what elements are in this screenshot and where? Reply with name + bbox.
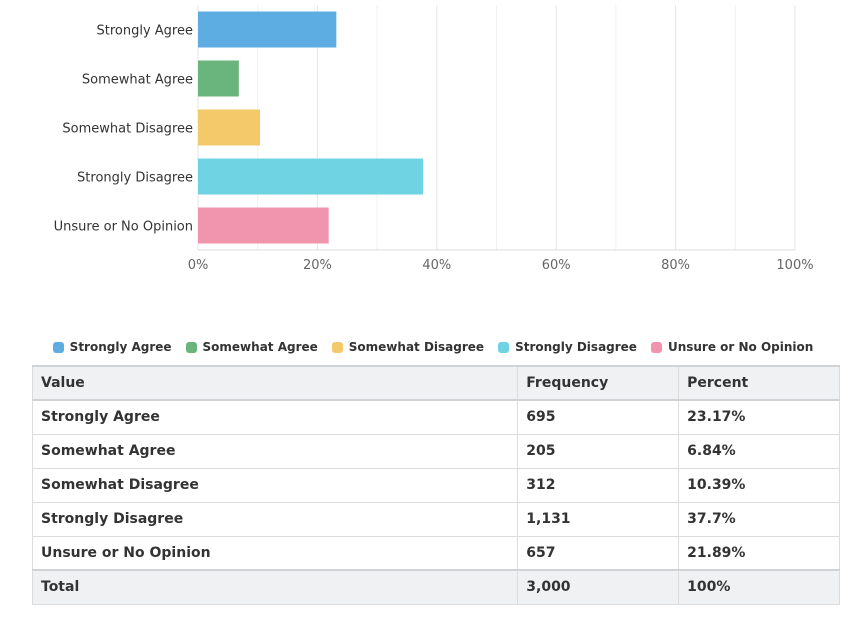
legend-label: Somewhat Agree [202,340,318,354]
cell-percent: 21.89% [678,535,840,571]
table-row: Somewhat Agree 205 6.84% [31,433,840,469]
category-label: Somewhat Disagree [62,122,193,137]
legend-item-strongly-disagree[interactable]: Strongly Disagree [498,340,637,354]
cell-percent: 6.84% [678,433,840,469]
bar[interactable] [198,60,239,97]
header-value: Value [31,365,519,401]
legend-swatch [331,341,343,353]
table-row: Strongly Agree 695 23.17% [31,399,840,435]
cell-value: Strongly Disagree [31,501,519,537]
total-label: Total [31,569,519,605]
legend-swatch [650,341,662,353]
cell-frequency: 1,131 [517,501,680,537]
header-frequency: Frequency [517,365,680,401]
cell-frequency: 695 [517,399,680,435]
legend-item-somewhat-disagree[interactable]: Somewhat Disagree [331,340,485,354]
x-tick-label: 80% [661,258,690,273]
cell-frequency: 205 [517,433,680,469]
total-frequency: 3,000 [517,569,680,605]
table-row: Unsure or No Opinion 657 21.89% [31,535,840,571]
cell-percent: 10.39% [678,467,840,503]
bar-chart: Strongly Agree Somewhat Agree Somewhat Dis… [54,5,814,273]
cell-value: Strongly Agree [31,399,519,435]
bar[interactable] [198,207,329,244]
table-total-row: Total 3,000 100% [31,569,840,605]
frequency-table: Value Frequency Percent Strongly Agree 6… [31,365,840,605]
legend-label: Strongly Disagree [515,340,637,354]
chart-legend: Strongly Agree Somewhat Agree Somewhat D… [0,337,866,357]
cell-value: Unsure or No Opinion [31,535,519,571]
bar[interactable] [198,109,261,146]
cell-percent: 37.7% [678,501,840,537]
legend-label: Unsure or No Opinion [667,340,814,354]
cell-frequency: 312 [517,467,680,503]
legend-label: Somewhat Disagree [348,340,485,354]
category-label: Strongly Disagree [77,171,193,186]
total-percent: 100% [678,569,840,605]
x-tick-label: 60% [542,258,571,273]
cell-percent: 23.17% [678,399,840,435]
table-row: Strongly Disagree 1,131 37.7% [31,501,840,537]
category-label: Somewhat Agree [82,73,193,88]
table-header-row: Value Frequency Percent [31,365,840,401]
legend-item-strongly-agree[interactable]: Strongly Agree [52,340,172,354]
legend-item-unsure[interactable]: Unsure or No Opinion [650,340,814,354]
legend-item-somewhat-agree[interactable]: Somewhat Agree [185,340,318,354]
header-percent: Percent [678,365,840,401]
cell-value: Somewhat Agree [31,433,519,469]
legend-swatch [185,341,197,353]
x-tick-label: 100% [776,258,813,273]
legend-label: Strongly Agree [69,340,172,354]
cell-value: Somewhat Disagree [31,467,519,503]
category-label: Unsure or No Opinion [54,220,193,235]
category-label: Strongly Agree [97,24,194,39]
x-tick-label: 40% [422,258,451,273]
legend-swatch [498,341,510,353]
legend-swatch [52,341,64,353]
cell-frequency: 657 [517,535,680,571]
table-row: Somewhat Disagree 312 10.39% [31,467,840,503]
x-tick-label: 20% [303,258,332,273]
bar[interactable] [198,158,424,195]
x-tick-label: 0% [188,258,209,273]
bar[interactable] [198,11,337,48]
